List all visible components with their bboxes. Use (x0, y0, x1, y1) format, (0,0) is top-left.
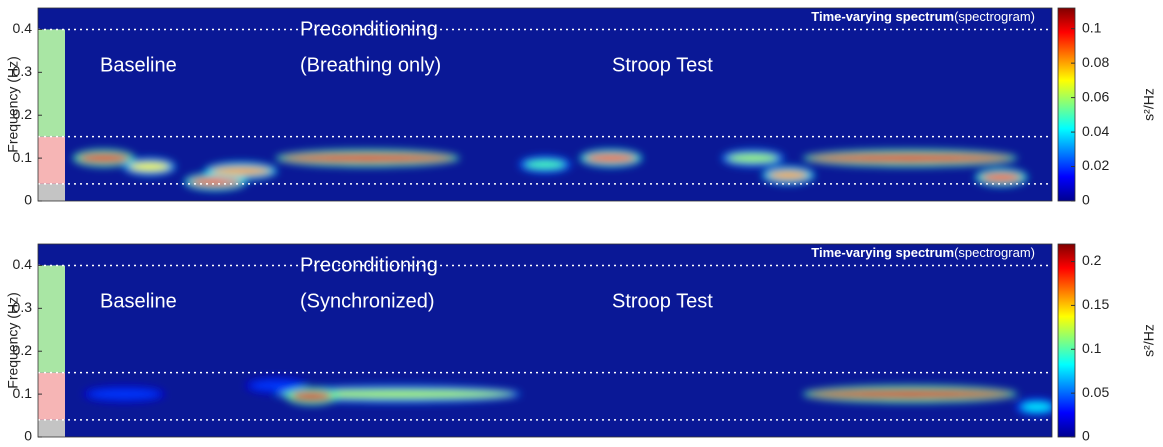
annotation: Preconditioning (300, 254, 438, 276)
streak (250, 381, 302, 390)
colorbar-tick-label: 0 (1082, 428, 1090, 444)
frequency-band (38, 136, 65, 184)
frequency-band (38, 183, 65, 201)
streak (727, 154, 779, 163)
streak (190, 177, 241, 186)
frequency-band (38, 372, 65, 420)
y-tick-label: 0.2 (13, 106, 33, 122)
colorbar-tick-label: 0.06 (1082, 88, 1109, 104)
streak (808, 390, 1012, 399)
colorbar-tick-label: 0.15 (1082, 296, 1109, 312)
annotation: Baseline (100, 290, 177, 312)
streak (1021, 402, 1052, 411)
streak (88, 390, 160, 399)
streak (808, 154, 1012, 163)
frequency-band (38, 265, 65, 373)
streak (768, 171, 809, 180)
frequency-band (38, 29, 65, 137)
annotation: Preconditioning (300, 18, 438, 40)
y-tick-label: 0.1 (13, 385, 33, 401)
streak (78, 154, 130, 163)
annotation: Stroop Test (612, 290, 713, 312)
y-tick-label: 0.2 (13, 342, 33, 358)
streak (291, 392, 333, 401)
annotation: (Synchronized) (300, 290, 435, 312)
plot-frame (37, 7, 1053, 202)
y-tick-label: 0 (24, 192, 32, 208)
y-tick-label: 0.4 (13, 20, 33, 36)
annotation: Stroop Test (612, 54, 713, 76)
y-tick-label: 0 (24, 428, 32, 444)
streak (281, 390, 515, 399)
streak (981, 173, 1022, 182)
y-tick-label: 0.3 (13, 299, 33, 315)
streak (281, 154, 454, 163)
y-axis-label: Frequency (Hz) (5, 56, 21, 152)
spectrum-title: Time-varying spectrum(spectrogram) (811, 9, 1035, 24)
colorbar (1057, 243, 1076, 438)
colorbar-tick-label: 0.02 (1082, 157, 1109, 173)
colorbar-label: s²/Hz (1141, 324, 1157, 357)
y-tick-label: 0.1 (13, 149, 33, 165)
colorbar-label: s²/Hz (1141, 88, 1157, 121)
streak (585, 154, 637, 163)
streaks (72, 149, 1028, 191)
colorbar-tick-label: 0.2 (1082, 252, 1102, 268)
colorbar-tick-label: 0.04 (1082, 123, 1109, 139)
y-tick-label: 0.3 (13, 63, 33, 79)
colorbar-tick-label: 0.1 (1082, 19, 1102, 35)
y-tick-label: 0.4 (13, 256, 33, 272)
plot-frame (37, 243, 1053, 438)
annotation: Baseline (100, 54, 177, 76)
y-axis-label: Frequency (Hz) (5, 292, 21, 388)
colorbar-tick-label: 0 (1082, 192, 1090, 208)
annotation: (Breathing only) (300, 54, 441, 76)
streak (524, 160, 566, 169)
title: Time-varying spectrum (811, 9, 954, 24)
colorbar-tick-label: 0.08 (1082, 54, 1109, 70)
plot-background (38, 244, 1052, 437)
title: Time-varying spectrum (811, 245, 954, 260)
colorbar-tick-label: 0.05 (1082, 384, 1109, 400)
frequency-band (38, 419, 65, 437)
streak (129, 162, 170, 171)
subtitle: (spectrogram) (954, 245, 1035, 260)
colorbar-tick-label: 0.1 (1082, 340, 1102, 356)
colorbar (1057, 7, 1076, 202)
streaks (82, 376, 1052, 416)
spectrum-title: Time-varying spectrum(spectrogram) (811, 245, 1035, 260)
subtitle: (spectrogram) (954, 9, 1035, 24)
streak (210, 166, 272, 175)
